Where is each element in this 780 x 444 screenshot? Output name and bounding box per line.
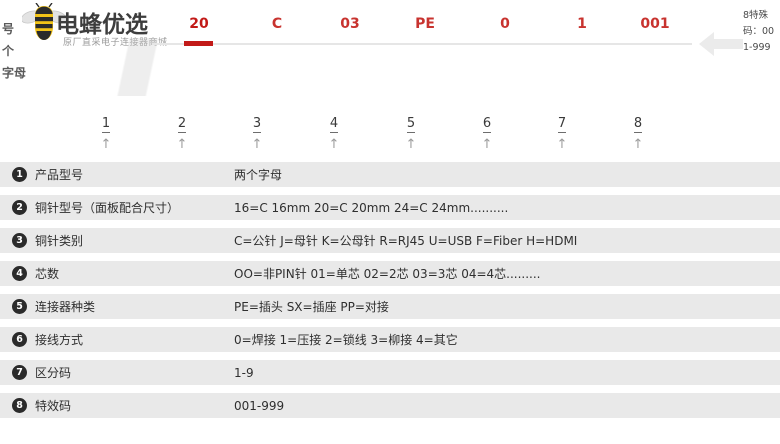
row-label: 接线方式 — [35, 333, 84, 347]
code-baseline — [152, 43, 692, 45]
row-index-badge: 5 — [12, 299, 27, 314]
arrow-up-icon: ↑ — [405, 137, 417, 152]
code-active-underline — [184, 41, 213, 46]
row-value: PE=插头 SX=插座 PP=对接 — [234, 300, 389, 314]
row-label: 铜针型号（面板配合尺寸） — [35, 201, 180, 215]
arrow-left-icon — [699, 32, 743, 56]
row-value: 16=C 16mm 20=C 20mm 24=C 24mm.......... — [234, 201, 509, 215]
table-row: 7 区分码 1-9 — [0, 360, 780, 385]
arrow-up-icon: ↑ — [251, 137, 263, 152]
row-label: 产品型号 — [35, 168, 84, 182]
code-segment-7[interactable]: 001 — [640, 16, 670, 32]
arrow-up-icon: ↑ — [328, 137, 340, 152]
code-segment-5[interactable]: 0 — [500, 16, 510, 32]
brand-tagline: 原厂直采电子连接器商城 — [63, 38, 168, 48]
row-index-badge: 6 — [12, 332, 27, 347]
row-index-badge: 8 — [12, 398, 27, 413]
pointer-number-5: 5 — [406, 116, 416, 133]
pointer-item-3: 3 ↑ — [237, 112, 277, 151]
row-label: 铜针类别 — [35, 234, 84, 248]
code-segment-4[interactable]: PE — [415, 16, 435, 32]
row-value: 1-9 — [234, 366, 254, 380]
pointer-item-6: 6 ↑ — [467, 112, 507, 151]
pointer-item-4: 4 ↑ — [314, 112, 354, 151]
table-row: 4 芯数 OO=非PIN针 01=单芯 02=2芯 03=3芯 04=4芯.....… — [0, 261, 780, 286]
pointer-index-row: 1 ↑ 2 ↑ 3 ↑ 4 ↑ 5 ↑ 6 ↑ 7 ↑ 8 ↑ — [0, 112, 780, 160]
arrow-up-icon: ↑ — [100, 137, 112, 152]
pointer-number-6: 6 — [482, 116, 492, 133]
pointer-number-4: 4 — [329, 116, 339, 133]
row-index-badge: 4 — [12, 266, 27, 281]
code-segment-6[interactable]: 1 — [577, 16, 587, 32]
table-row: 1 产品型号 两个字母 — [0, 162, 780, 187]
row-label: 连接器种类 — [35, 300, 96, 314]
arrow-up-icon: ↑ — [632, 137, 644, 152]
arrow-up-icon: ↑ — [556, 137, 568, 152]
row-index-badge: 2 — [12, 200, 27, 215]
pointer-number-2: 2 — [177, 116, 187, 133]
table-row: 3 铜针类别 C=公针 J=母针 K=公母针 R=RJ45 U=USB F=Fibe… — [0, 228, 780, 253]
row-value: C=公针 J=母针 K=公母针 R=RJ45 U=USB F=Fiber H=H… — [234, 234, 578, 248]
corner-char-3: 字母 — [2, 66, 27, 80]
row-index-badge: 1 — [12, 167, 27, 182]
code-segment-3[interactable]: 03 — [340, 16, 360, 32]
row-value: 0=焊接 1=压接 2=锁线 3=柳接 4=其它 — [234, 333, 458, 347]
row-label: 芯数 — [35, 267, 60, 281]
brand-logo-block[interactable]: 电蜂优选 原厂直采电子连接器商城 — [8, 2, 168, 52]
pointer-number-7: 7 — [557, 116, 567, 133]
row-label: 区分码 — [35, 366, 72, 380]
row-index-badge: 7 — [12, 365, 27, 380]
table-row: 6 接线方式 0=焊接 1=压接 2=锁线 3=柳接 4=其它 — [0, 327, 780, 352]
row-index-badge: 3 — [12, 233, 27, 248]
side-note-text: 8特殊码：001-999 — [743, 10, 775, 53]
code-segment-1[interactable]: 20 — [189, 16, 209, 32]
pointer-item-8: 8 ↑ — [618, 112, 658, 151]
page-header: 电蜂优选 原厂直采电子连接器商城 号 个 字母 20 C 03 PE 0 1 001 8特殊… — [0, 0, 780, 100]
row-value: 001-999 — [234, 399, 285, 413]
pointer-number-8: 8 — [633, 116, 643, 133]
row-value: 两个字母 — [234, 168, 283, 182]
brand-name: 电蜂优选 — [56, 12, 148, 38]
corner-char-2: 个 — [2, 44, 15, 58]
pointer-number-1: 1 — [101, 116, 111, 133]
bee-icon — [22, 3, 66, 40]
table-row: 8 特效码 001-999 — [0, 393, 780, 418]
table-row: 2 铜针型号（面板配合尺寸） 16=C 16mm 20=C 20mm 24=C 24… — [0, 195, 780, 220]
arrow-up-icon: ↑ — [481, 137, 493, 152]
arrow-up-icon: ↑ — [176, 137, 188, 152]
code-segment-2[interactable]: C — [271, 16, 283, 32]
pointer-number-3: 3 — [252, 116, 262, 133]
corner-char-1: 号 — [2, 22, 15, 36]
row-value: OO=非PIN针 01=单芯 02=2芯 03=3芯 04=4芯........… — [234, 267, 541, 281]
code-definition-table: 1 产品型号 两个字母 2 铜针型号（面板配合尺寸） 16=C 16mm 20=C 20m… — [0, 162, 780, 426]
row-label: 特效码 — [35, 399, 72, 413]
pointer-item-7: 7 ↑ — [542, 112, 582, 151]
corner-annotation-text: 号 个 字母 — [2, 18, 42, 84]
pointer-item-2: 2 ↑ — [162, 112, 202, 151]
table-row: 5 连接器种类 PE=插头 SX=插座 PP=对接 — [0, 294, 780, 319]
pointer-item-1: 1 ↑ — [86, 112, 126, 151]
pointer-item-5: 5 ↑ — [391, 112, 431, 151]
